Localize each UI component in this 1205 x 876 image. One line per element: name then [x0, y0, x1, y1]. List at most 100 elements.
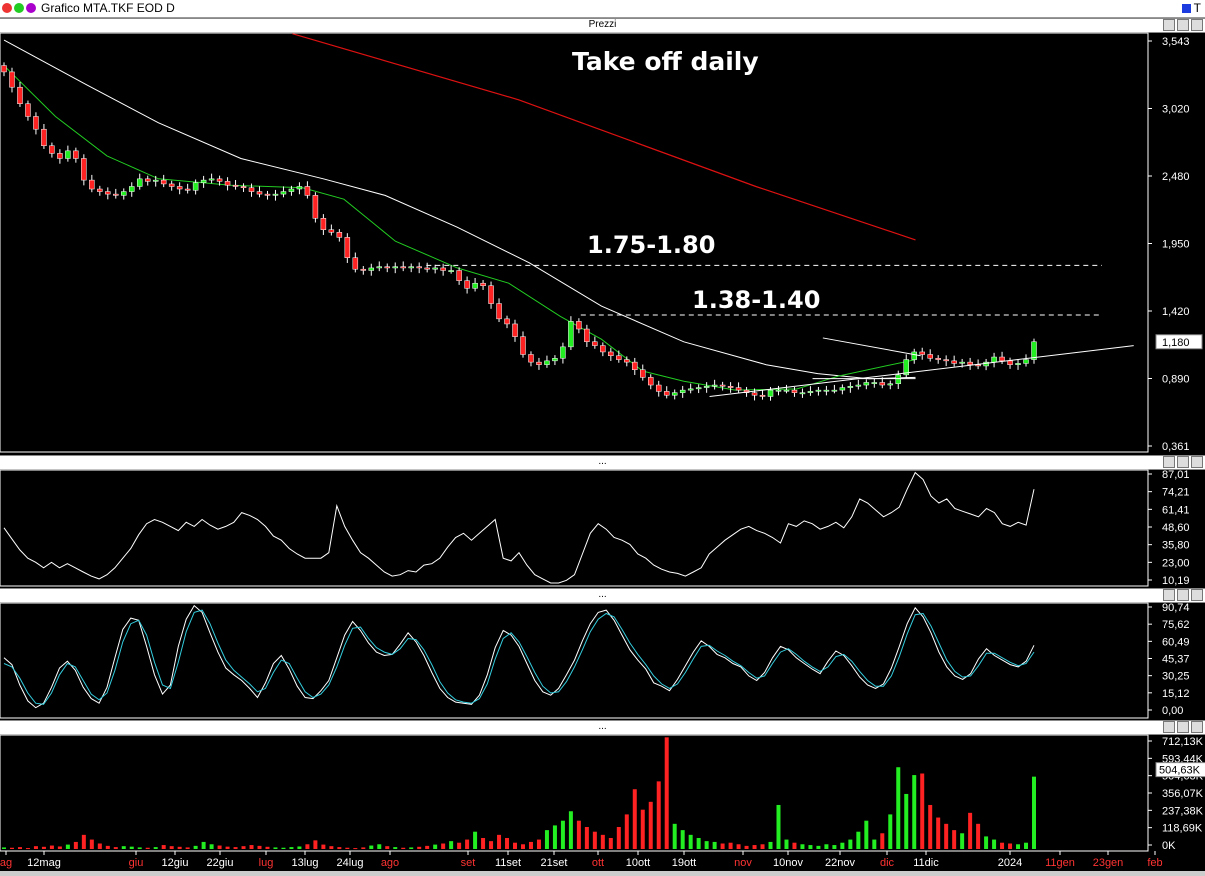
candle-body	[895, 374, 902, 385]
candle-body	[464, 280, 470, 289]
volume-bar	[113, 847, 118, 849]
date-label: 10nov	[773, 857, 803, 869]
candle-body	[831, 389, 838, 392]
candle-body	[679, 389, 686, 393]
pane-minimize-button[interactable]	[1163, 19, 1175, 31]
y-axis-labels: 3,543 3,020 2,480 1,950 1,420 0,890 0,361 1,180…	[1148, 36, 1205, 852]
menu-arrow-icon[interactable]	[26, 3, 36, 13]
volume-highlight-tag	[1155, 762, 1205, 778]
annotation-resistance-2: 1.38-1.40	[692, 286, 820, 314]
moving-average-short	[3, 65, 916, 391]
candle-body	[113, 193, 119, 196]
price-pane-header[interactable]: Prezzi	[0, 18, 1205, 33]
volume-bar	[433, 844, 438, 849]
color-square-icon[interactable]	[1181, 3, 1191, 13]
rsi-axis-tick-label: 23,00	[1162, 557, 1190, 569]
candle-body	[256, 191, 263, 195]
candle-body	[41, 128, 47, 147]
candle-body	[887, 383, 894, 386]
candle-body	[600, 345, 606, 353]
candle-body	[408, 266, 414, 269]
candle-body	[1, 65, 7, 73]
stoch-pane[interactable]	[0, 602, 1149, 719]
candle-body	[416, 266, 422, 269]
candle-body	[448, 270, 454, 272]
rsi-frame	[0, 469, 1149, 587]
pane-minimize-button[interactable]	[1163, 721, 1175, 733]
candle-body	[528, 354, 534, 363]
minimize-dot-icon[interactable]	[14, 3, 24, 13]
pane-restore-button[interactable]	[1177, 721, 1189, 733]
pane-minimize-button[interactable]	[1163, 456, 1175, 468]
price-frame	[0, 32, 1149, 453]
candle-body	[17, 86, 23, 104]
volume-bar	[704, 841, 709, 849]
price-pane[interactable]	[0, 32, 1149, 453]
trendline	[709, 345, 1134, 397]
pane-restore-button[interactable]	[1177, 589, 1189, 601]
candle-body	[192, 182, 199, 191]
volume-bar	[249, 845, 254, 849]
candle-body	[520, 336, 526, 355]
rsi-axis-tick-label: 48,60	[1162, 522, 1190, 534]
stoch-axis-tick-label: 15,12	[1162, 688, 1190, 700]
price-axis-tick-label: 1,950	[1162, 239, 1190, 251]
close-dot-icon[interactable]	[2, 3, 12, 13]
volume-bar	[584, 826, 589, 849]
volume-bar	[297, 846, 302, 849]
volume-bar	[776, 804, 781, 849]
volume-bar	[505, 837, 510, 849]
pane-restore-button[interactable]	[1177, 19, 1189, 31]
moving-average-mid	[3, 39, 916, 380]
rsi-pane[interactable]	[0, 469, 1149, 587]
last-price-tag	[1155, 334, 1203, 350]
rsi-axis-tick-label: 87,01	[1162, 469, 1190, 481]
annotation-resistance-1: 1.75-1.80	[587, 231, 715, 259]
candle-body	[89, 179, 95, 190]
sheet-tab-bar[interactable]	[0, 871, 1205, 876]
volume-bar	[936, 817, 941, 849]
candle-body	[49, 145, 55, 154]
volume-bar	[680, 830, 685, 849]
volume-bar	[97, 843, 102, 849]
volume-bar	[632, 789, 637, 849]
volume-bar	[25, 848, 30, 850]
date-label: dic	[880, 857, 895, 869]
pane-close-button[interactable]	[1191, 456, 1203, 468]
volume-bar	[2, 847, 6, 849]
pane-restore-button[interactable]	[1177, 456, 1189, 468]
candle-body	[320, 218, 327, 231]
volume-bar	[17, 847, 22, 849]
pane-minimize-button[interactable]	[1163, 589, 1175, 601]
volume-bar	[816, 845, 821, 849]
volume-pane[interactable]	[0, 734, 1149, 852]
candle-body	[879, 382, 886, 386]
volume-bar	[688, 834, 693, 849]
volume-bar	[840, 842, 845, 849]
volume-bar	[441, 843, 446, 849]
candle-body	[384, 266, 391, 269]
volume-pane-buttons	[1163, 721, 1203, 733]
candle-body	[847, 386, 854, 388]
candle-body	[616, 355, 622, 360]
candle-body	[272, 193, 279, 196]
volume-bar	[560, 820, 565, 849]
candle-body	[799, 392, 806, 395]
pane-close-button[interactable]	[1191, 19, 1203, 31]
text-tool-icon[interactable]: T	[1193, 1, 1201, 15]
candle-body	[1015, 363, 1021, 365]
candle-body	[536, 361, 542, 365]
price-axis-tick-label: 0,361	[1162, 441, 1190, 453]
candle-body	[336, 232, 343, 238]
candle-body	[144, 178, 151, 182]
pane-close-button[interactable]	[1191, 721, 1203, 733]
volume-bar	[616, 826, 621, 849]
candle-body	[999, 356, 1005, 362]
candle-body	[1023, 359, 1029, 364]
candle-body	[1007, 360, 1013, 365]
candle-body	[168, 183, 175, 187]
window-title: Grafico MTA.TKF EOD D	[41, 1, 175, 15]
candle-body	[871, 382, 878, 384]
pane-close-button[interactable]	[1191, 589, 1203, 601]
